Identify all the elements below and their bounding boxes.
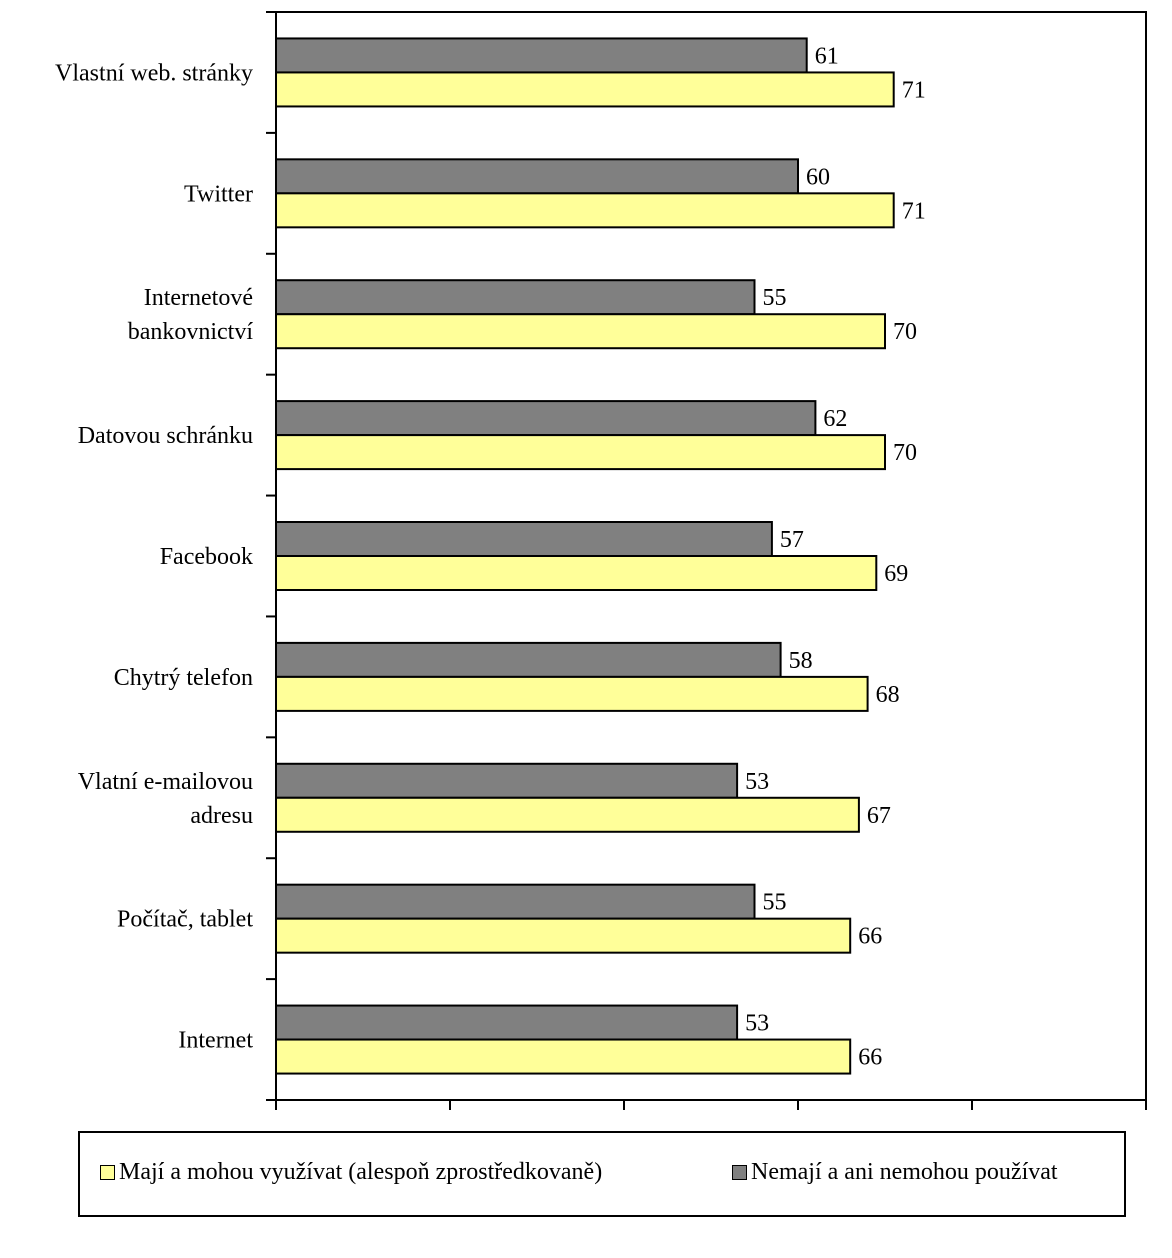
bar-chart: 0204060801006171Vlastní web. stránky6071… — [55, 11, 1147, 1110]
category-label: Počítač, tablet — [117, 907, 253, 933]
bar-have-not — [275, 37, 808, 74]
bar-have-not — [275, 762, 739, 799]
bar-have — [275, 71, 895, 108]
category-label: Twitter — [184, 181, 253, 207]
category-label: bankovnictví — [128, 319, 254, 345]
category-label: Internet — [178, 1028, 253, 1054]
data-label: 71 — [902, 77, 926, 103]
bar-have-not — [275, 1004, 739, 1041]
data-label: 66 — [858, 1045, 882, 1071]
category-label: Facebook — [160, 544, 253, 570]
data-label: 69 — [884, 561, 908, 587]
data-label: 53 — [745, 1011, 769, 1037]
bar-have-not — [275, 158, 799, 195]
bar-have-not — [275, 400, 817, 437]
data-label: 55 — [763, 285, 787, 311]
category-label: Vlatní e-mailovou — [78, 769, 253, 795]
data-label: 70 — [893, 319, 917, 345]
data-label: 53 — [745, 769, 769, 795]
legend-item-have: Mají a mohou využívat (alespoň zprostřed… — [100, 1159, 602, 1186]
legend-swatch-have-not — [732, 1165, 747, 1180]
legend: Mají a mohou využívat (alespoň zprostřed… — [78, 1131, 1126, 1217]
bar-have-not — [275, 883, 756, 920]
legend-swatch-have — [100, 1165, 115, 1180]
data-label: 58 — [789, 648, 813, 674]
category-label: Internetové — [144, 285, 253, 311]
bar-have — [275, 675, 869, 712]
category-label: Chytrý telefon — [114, 665, 253, 691]
category-label: Vlastní web. stránky — [55, 60, 253, 86]
data-label: 68 — [876, 682, 900, 708]
legend-label-have-not: Nemají a ani nemohou používat — [751, 1159, 1058, 1185]
legend-item-have-not: Nemají a ani nemohou používat — [732, 1159, 1058, 1186]
data-label: 71 — [902, 198, 926, 224]
data-label: 57 — [780, 527, 804, 553]
data-label: 62 — [823, 406, 847, 432]
bar-have-not — [275, 521, 773, 557]
data-label: 70 — [893, 440, 917, 466]
category-label: Datovou schránku — [78, 423, 253, 449]
bar-have — [275, 313, 886, 350]
data-label: 61 — [815, 43, 839, 69]
data-label: 66 — [858, 924, 882, 950]
data-label: 67 — [867, 803, 891, 829]
data-label: 55 — [763, 890, 787, 916]
bar-have — [275, 555, 878, 591]
category-label: adresu — [190, 803, 253, 829]
bar-have-not — [275, 641, 782, 678]
bar-have — [275, 1038, 852, 1075]
bar-have — [275, 917, 852, 954]
bar-have — [275, 434, 886, 471]
bar-have — [275, 192, 895, 229]
data-label: 60 — [806, 164, 830, 190]
legend-label-have: Mají a mohou využívat (alespoň zprostřed… — [119, 1159, 603, 1185]
bar-have-not — [275, 279, 756, 316]
bar-have — [275, 796, 860, 833]
